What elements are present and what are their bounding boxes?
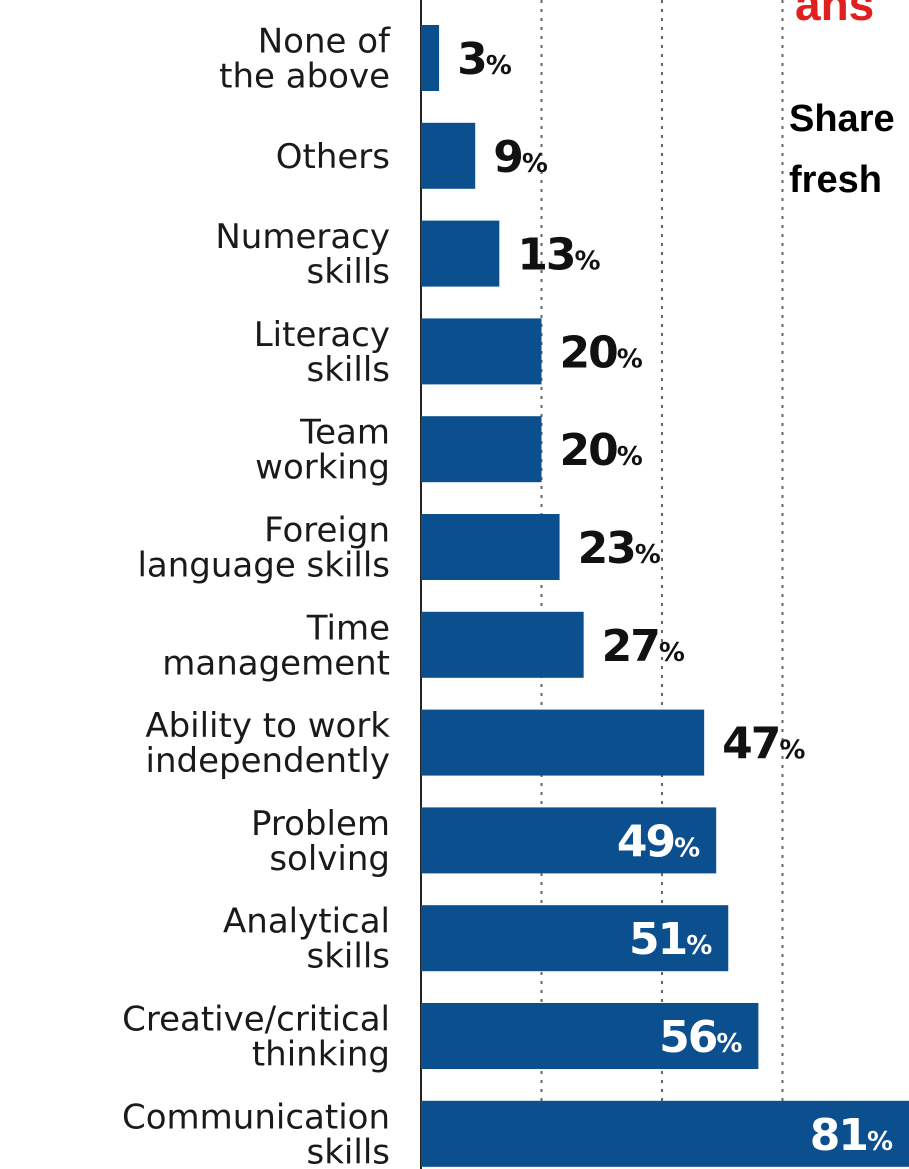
- category-label: Others: [276, 137, 390, 177]
- bar: [421, 807, 717, 874]
- bar: [421, 709, 705, 776]
- side-text-line-1: Share: [789, 98, 895, 140]
- value-label: 13%: [517, 230, 600, 281]
- bar-group: [421, 25, 909, 1167]
- side-text-line-2: fresh: [789, 159, 882, 201]
- value-label: 20%: [559, 425, 642, 476]
- category-label: skills: [307, 350, 390, 390]
- category-label: Creative/critical: [122, 1000, 390, 1040]
- value-label-group: 3% 9% 13% 20% 20% 23% 27% 47% 49% 51% 56% 81%: [457, 34, 893, 1161]
- category-label: Team: [299, 413, 390, 453]
- bar: [421, 611, 584, 678]
- grid-lines: [540, 0, 784, 1169]
- category-label: solving: [269, 839, 390, 879]
- category-label: skills: [307, 937, 390, 977]
- category-label: language skills: [137, 546, 390, 586]
- category-label: Numeracy: [215, 217, 390, 257]
- value-label: 3%: [457, 34, 512, 85]
- category-label: Foreign: [264, 511, 390, 551]
- category-label: Problem: [251, 804, 390, 844]
- value-label: 23%: [578, 523, 661, 574]
- side-text-block: ans Share fresh: [789, 0, 895, 201]
- bar: [421, 122, 476, 189]
- bar: [421, 25, 440, 91]
- value-label: 51%: [629, 914, 712, 965]
- category-label: Analytical: [223, 902, 390, 942]
- bar: [421, 416, 542, 483]
- category-label: Communication: [122, 1097, 390, 1137]
- value-label: 49%: [617, 816, 700, 867]
- category-label: None of: [258, 22, 391, 62]
- value-label: 47%: [722, 719, 805, 770]
- bar: [421, 1100, 909, 1167]
- category-label: Ability to work: [145, 706, 390, 746]
- value-label: 81%: [810, 1110, 893, 1161]
- category-label: management: [162, 643, 390, 683]
- category-label: independently: [146, 741, 391, 781]
- category-label: Literacy: [254, 315, 390, 355]
- value-label: 56%: [659, 1012, 742, 1063]
- category-label: working: [255, 448, 390, 488]
- category-label: the above: [219, 57, 390, 97]
- category-label: thinking: [252, 1035, 390, 1075]
- value-label: 20%: [559, 327, 642, 378]
- side-red-fragment: ans: [795, 0, 874, 30]
- value-label: 27%: [602, 621, 685, 672]
- bar: [421, 905, 729, 972]
- category-label: skills: [307, 1132, 390, 1169]
- bar: [421, 514, 560, 580]
- category-label: skills: [307, 252, 390, 292]
- bar: [421, 1003, 759, 1069]
- bar: [421, 220, 500, 287]
- value-label: 9%: [493, 132, 548, 183]
- category-label: Time: [306, 608, 390, 648]
- bar: [421, 318, 542, 385]
